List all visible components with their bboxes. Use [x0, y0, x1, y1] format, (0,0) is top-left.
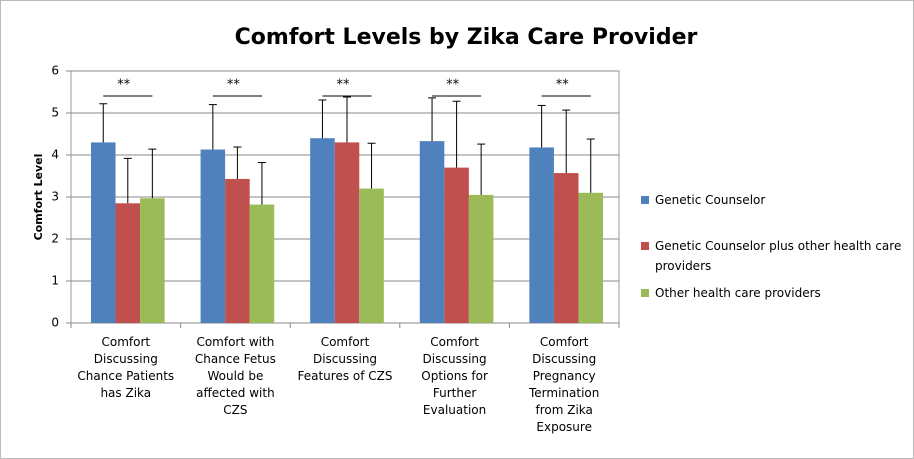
bar [90, 142, 116, 323]
bar [553, 173, 579, 323]
bar [578, 192, 604, 323]
y-tick-label: 2 [51, 232, 59, 246]
significance-label: ** [446, 78, 460, 93]
legend-swatch [641, 196, 649, 204]
legend-entry: Genetic Counselor [641, 190, 906, 210]
y-tick-label: 3 [51, 190, 59, 204]
significance-label: ** [117, 78, 131, 93]
significance-label: ** [556, 78, 570, 93]
bar [359, 188, 384, 323]
y-tick-label: 4 [51, 148, 59, 162]
bar [444, 167, 469, 323]
bar [310, 138, 335, 323]
y-tick-label: 0 [51, 316, 59, 330]
bar [140, 198, 165, 323]
bar [200, 149, 226, 323]
x-tick-label: Comfort Discussing Features of CZS [297, 335, 393, 383]
x-tick-label: Comfort Discussing Pregnancy Termination… [529, 335, 600, 434]
bar [419, 141, 445, 323]
bar [529, 147, 554, 323]
significance-label: ** [227, 78, 241, 93]
legend-entry: Other health care providers [641, 283, 906, 303]
bar [115, 203, 141, 323]
y-tick-label: 1 [51, 274, 59, 288]
significance-label: ** [337, 78, 351, 93]
legend-label: Genetic Counselor [655, 193, 766, 207]
bar [249, 204, 275, 323]
y-tick-label: 6 [51, 64, 59, 78]
x-tick-label: Comfort Discussing Chance Patients has Z… [77, 335, 175, 400]
legend-label: Genetic Counselor plus other health care… [655, 239, 902, 273]
x-tick-label: Comfort Discussing Options for Further E… [421, 335, 488, 417]
y-tick-label: 5 [51, 106, 59, 120]
chart-title: Comfort Levels by Zika Care Provider [235, 25, 698, 50]
legend-swatch [641, 242, 649, 250]
x-tick-label: Comfort with Chance Fetus Would be affec… [194, 335, 276, 417]
bar [334, 142, 360, 323]
y-axis-label: Comfort Level [32, 154, 45, 241]
bar [225, 178, 250, 323]
bar [468, 194, 494, 323]
legend-entry: Genetic Counselor plus other health care… [641, 236, 906, 276]
legend-label: Other health care providers [655, 286, 821, 300]
legend-swatch [641, 289, 649, 297]
